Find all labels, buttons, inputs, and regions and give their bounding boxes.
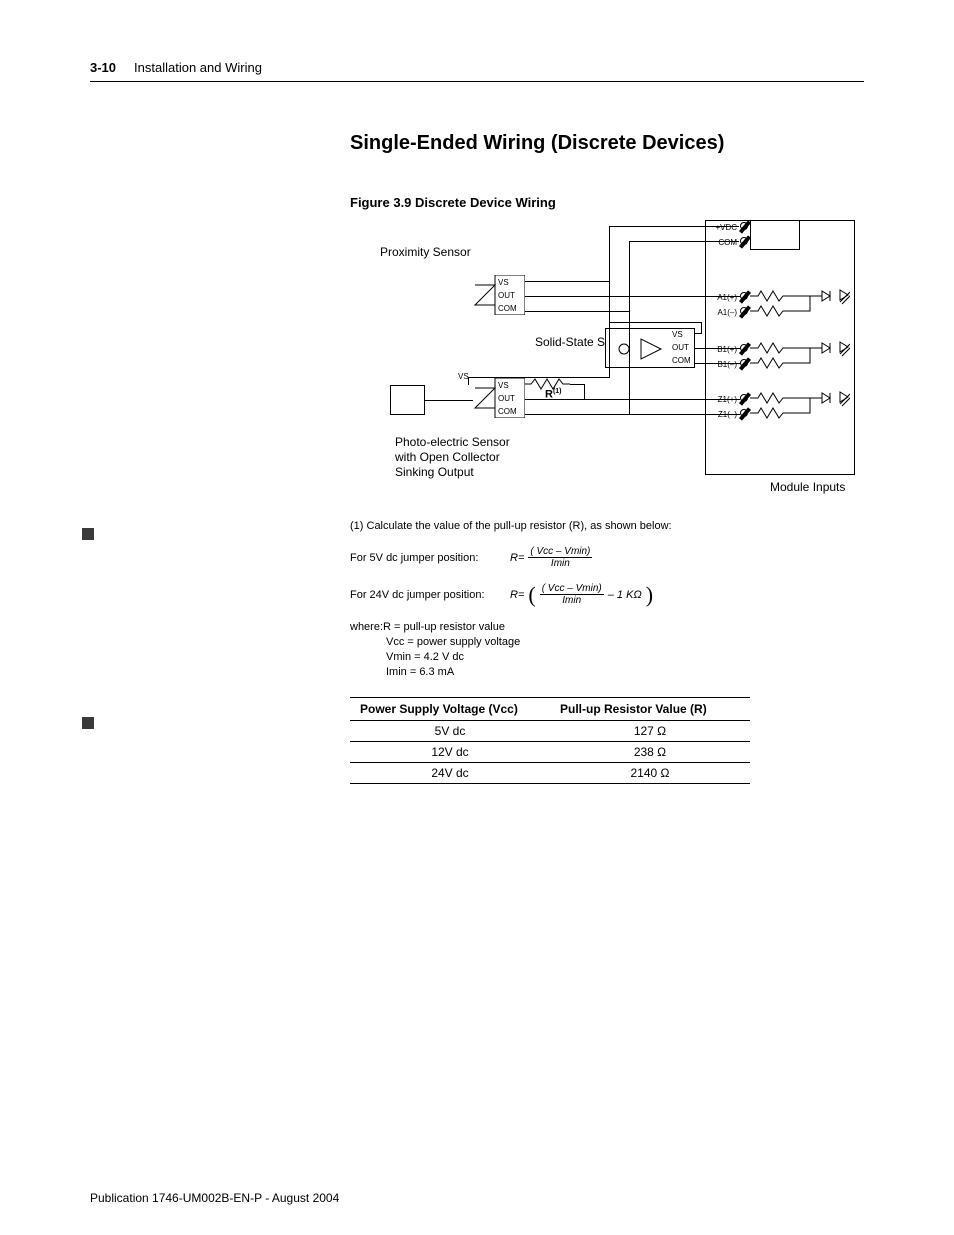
formula-5v: For 5V dc jumper position: R= ( Vcc – Vm… (350, 546, 864, 569)
pin-a1n: A1(–) (712, 308, 737, 317)
terminal-icon (740, 292, 748, 300)
pin-out: OUT (672, 343, 689, 352)
pin-com: COM (672, 356, 691, 365)
table-cell: 12V dc (350, 742, 550, 763)
change-marker (82, 717, 94, 729)
terminal-icon (740, 359, 748, 367)
table-cell: 238 Ω (550, 742, 750, 763)
section-title: Installation and Wiring (134, 60, 262, 75)
table-row: 5V dc 127 Ω (350, 721, 750, 742)
pin-vs: VS (498, 381, 509, 390)
pin-b1n: B1(–) (712, 360, 737, 369)
pin-com: COM (498, 304, 517, 313)
table-cell: 24V dc (350, 763, 550, 784)
photo-sensor-caption: Sinking Output (395, 465, 474, 479)
resistor-table: Power Supply Voltage (Vcc) Pull-up Resis… (350, 697, 750, 784)
proximity-sensor-label: Proximity Sensor (380, 245, 471, 259)
table-header-row: Power Supply Voltage (Vcc) Pull-up Resis… (350, 698, 750, 721)
pin-out: OUT (498, 291, 515, 300)
page-header: 3-10 Installation and Wiring (90, 60, 864, 82)
power-supply-box (750, 220, 800, 250)
photo-sensor-caption: with Open Collector (395, 450, 500, 464)
where-definitions: where:R = pull-up resistor value Vcc = p… (350, 620, 864, 679)
pin-a1p: A1(+) (712, 293, 737, 302)
photo-sensor-caption: Photo-electric Sensor (395, 435, 510, 449)
page-number: 3-10 (90, 60, 116, 75)
table-cell: 2140 Ω (550, 763, 750, 784)
table-row: 24V dc 2140 Ω (350, 763, 750, 784)
table-cell: 5V dc (350, 721, 550, 742)
table-header: Power Supply Voltage (Vcc) (350, 698, 550, 721)
formula-prefix: For 5V dc jumper position: (350, 552, 500, 564)
pin-vdc: +VDC (712, 223, 737, 232)
table-row: 12V dc 238 Ω (350, 742, 750, 763)
publication-footer: Publication 1746-UM002B-EN-P - August 20… (90, 1191, 339, 1205)
channel-schematic-icon (750, 288, 850, 318)
terminal-icon (740, 394, 748, 402)
terminal-icon (740, 222, 748, 230)
terminal-icon (740, 307, 748, 315)
pin-out: OUT (498, 394, 515, 403)
formula-prefix: For 24V dc jumper position: (350, 589, 500, 601)
terminal-icon (740, 409, 748, 417)
module-inputs-label: Module Inputs (770, 480, 845, 494)
pin-b1p: B1(+) (712, 345, 737, 354)
photo-sensor-box (390, 385, 425, 415)
pin-vs: VS (672, 330, 683, 339)
change-marker (82, 528, 94, 540)
pin-com: COM (498, 407, 517, 416)
wiring-diagram: Proximity Sensor Power Supply +VDC COM A… (350, 220, 860, 500)
terminal-icon (740, 344, 748, 352)
footnote-text: (1) Calculate the value of the pull-up r… (350, 520, 864, 532)
formula-24v: For 24V dc jumper position: R= ( ( Vcc –… (350, 583, 864, 606)
table-header: Pull-up Resistor Value (R) (550, 698, 750, 721)
terminal-icon (740, 237, 748, 245)
pin-com: COM (712, 238, 737, 247)
figure-caption: Figure 3.9 Discrete Device Wiring (350, 195, 864, 210)
page-title: Single-Ended Wiring (Discrete Devices) (350, 132, 864, 155)
pin-vs: VS (498, 278, 509, 287)
channel-schematic-icon (750, 390, 850, 420)
content-column: Single-Ended Wiring (Discrete Devices) F… (350, 132, 864, 784)
table-cell: 127 Ω (550, 721, 750, 742)
channel-schematic-icon (750, 340, 850, 370)
